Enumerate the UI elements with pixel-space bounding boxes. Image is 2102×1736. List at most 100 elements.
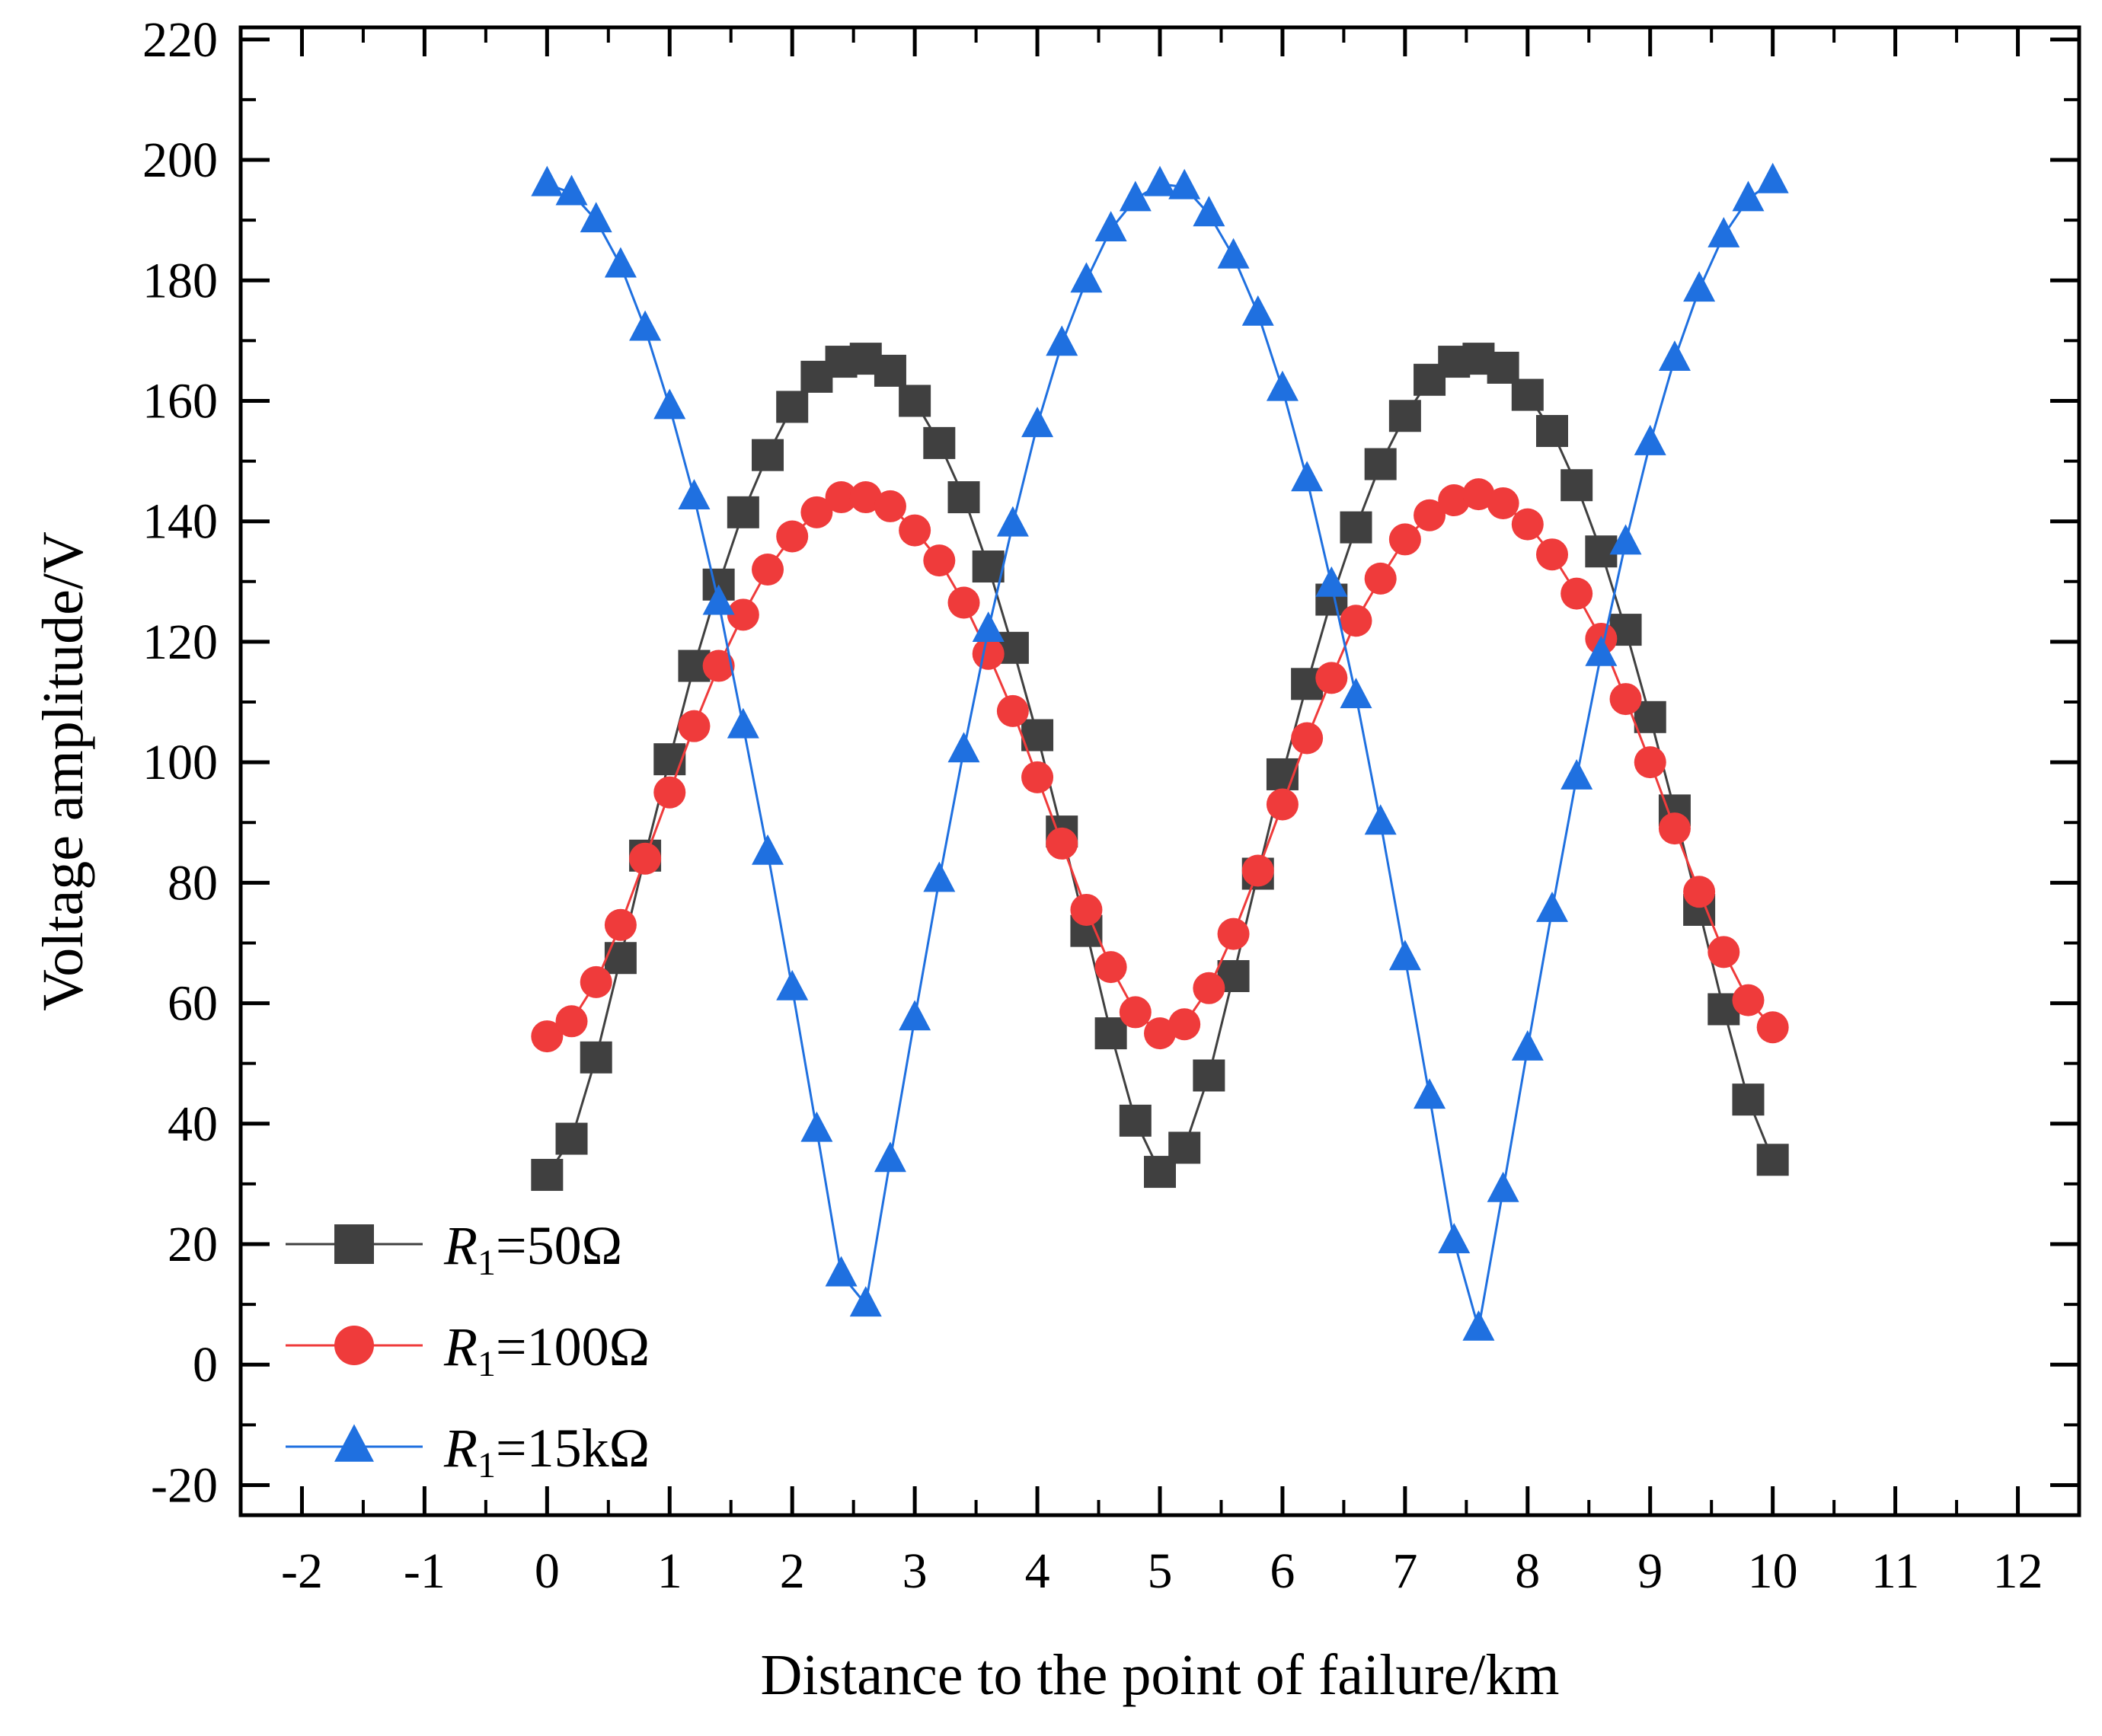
- data-point-2-9: [752, 834, 784, 865]
- y-tick-label-180: 180: [142, 253, 218, 308]
- y-tick-label-100: 100: [142, 735, 218, 790]
- data-point-2-34: [1364, 804, 1397, 835]
- data-point-0-50: [1756, 1144, 1789, 1176]
- data-point-2-30: [1266, 370, 1299, 401]
- data-point-0-33: [1340, 511, 1372, 544]
- data-point-1-33: [1340, 605, 1372, 637]
- y-tick-label-120: 120: [142, 614, 218, 670]
- legend-label-2: R1=15kΩ: [443, 1418, 650, 1485]
- data-point-1-40: [1511, 508, 1544, 541]
- legend-marker-2: [334, 1424, 374, 1462]
- series-R1=100Ω: [531, 478, 1789, 1053]
- data-point-1-13: [849, 481, 882, 514]
- data-point-2-38: [1462, 1310, 1495, 1341]
- data-point-1-30: [1266, 788, 1299, 821]
- data-point-2-11: [800, 1111, 833, 1142]
- x-tick-label-9: 9: [1637, 1543, 1663, 1599]
- data-point-2-43: [1585, 635, 1618, 666]
- x-tick-label-10: 10: [1748, 1543, 1798, 1599]
- data-point-2-27: [1193, 196, 1225, 227]
- x-tick-label-4: 4: [1025, 1543, 1050, 1599]
- data-point-2-14: [874, 1141, 906, 1173]
- data-point-2-23: [1094, 211, 1127, 241]
- series-layer: [531, 162, 1789, 1341]
- data-point-1-20: [1021, 761, 1054, 793]
- y-tick-label-140: 140: [142, 494, 218, 550]
- x-tick-label--2: -2: [281, 1543, 323, 1599]
- data-point-0-18: [972, 550, 1005, 583]
- x-tick-label-8: 8: [1515, 1543, 1540, 1599]
- data-point-2-42: [1561, 758, 1593, 790]
- data-point-1-4: [629, 842, 662, 875]
- data-point-2-6: [678, 479, 711, 510]
- data-point-0-42: [1561, 469, 1593, 502]
- data-point-2-2: [580, 202, 612, 233]
- data-point-2-15: [899, 1000, 931, 1031]
- data-point-2-45: [1634, 424, 1666, 455]
- data-point-2-22: [1070, 262, 1103, 293]
- legend: R1=50Ω R1=100Ω R1=15kΩ: [286, 1215, 650, 1485]
- legend-marker-0: [334, 1224, 374, 1264]
- data-point-0-49: [1732, 1083, 1765, 1116]
- data-point-2-25: [1144, 165, 1176, 196]
- data-point-2-21: [1046, 325, 1078, 356]
- data-point-2-39: [1487, 1171, 1519, 1202]
- data-point-1-2: [580, 965, 612, 998]
- data-point-1-37: [1438, 484, 1471, 517]
- data-point-1-11: [800, 496, 833, 528]
- ticks-layer: -2 -1 0 1 2 3 4 5 6 7 8 9 10 11 12-2002040608010012014…: [142, 12, 2079, 1599]
- data-point-2-12: [825, 1256, 858, 1287]
- data-point-2-37: [1438, 1223, 1471, 1254]
- data-point-1-1: [555, 1005, 588, 1038]
- data-point-0-10: [776, 391, 809, 423]
- data-point-1-41: [1535, 538, 1568, 571]
- data-point-0-39: [1487, 351, 1519, 384]
- data-point-2-35: [1388, 940, 1421, 971]
- legend-entry-2: R1=15kΩ: [286, 1418, 650, 1485]
- x-tick-label--1: -1: [404, 1543, 446, 1599]
- x-tick-label-2: 2: [780, 1543, 805, 1599]
- data-point-1-12: [825, 481, 858, 514]
- x-tick-label-1: 1: [657, 1543, 682, 1599]
- data-point-2-46: [1658, 340, 1691, 372]
- data-point-1-32: [1315, 662, 1348, 694]
- x-tick-label-3: 3: [902, 1543, 928, 1599]
- series-R1=15kΩ: [531, 162, 1789, 1341]
- data-point-2-36: [1414, 1078, 1446, 1109]
- y-tick-label-0: 0: [193, 1337, 218, 1393]
- data-point-0-3: [604, 942, 637, 975]
- data-point-1-6: [678, 710, 711, 742]
- data-point-2-33: [1340, 678, 1372, 709]
- data-point-1-26: [1168, 1008, 1201, 1041]
- y-tick-label-40: 40: [168, 1096, 218, 1152]
- data-point-1-23: [1094, 951, 1127, 984]
- data-point-1-36: [1414, 499, 1446, 531]
- data-point-2-3: [604, 247, 637, 278]
- data-point-1-8: [727, 598, 759, 631]
- x-tick-label-6: 6: [1270, 1543, 1295, 1599]
- data-point-0-23: [1094, 1017, 1127, 1050]
- data-point-1-16: [923, 544, 956, 577]
- data-point-2-13: [849, 1286, 882, 1317]
- data-point-2-26: [1168, 168, 1201, 199]
- x-tick-label-5: 5: [1148, 1543, 1173, 1599]
- data-point-0-17: [947, 481, 980, 514]
- data-point-1-22: [1070, 893, 1103, 926]
- data-point-1-10: [776, 520, 809, 553]
- data-point-0-5: [653, 743, 686, 776]
- data-point-0-15: [899, 385, 931, 417]
- data-point-1-3: [604, 908, 637, 941]
- data-point-2-44: [1609, 524, 1642, 555]
- data-point-1-17: [947, 586, 980, 619]
- data-point-1-50: [1756, 1011, 1789, 1044]
- data-point-0-26: [1168, 1131, 1201, 1164]
- data-point-2-41: [1535, 892, 1568, 922]
- data-point-0-16: [923, 426, 956, 459]
- y-tick-label-80: 80: [168, 855, 218, 911]
- data-point-1-28: [1217, 917, 1250, 950]
- data-point-2-8: [727, 707, 759, 739]
- legend-label-1: R1=100Ω: [443, 1316, 650, 1384]
- data-point-0-0: [531, 1159, 564, 1192]
